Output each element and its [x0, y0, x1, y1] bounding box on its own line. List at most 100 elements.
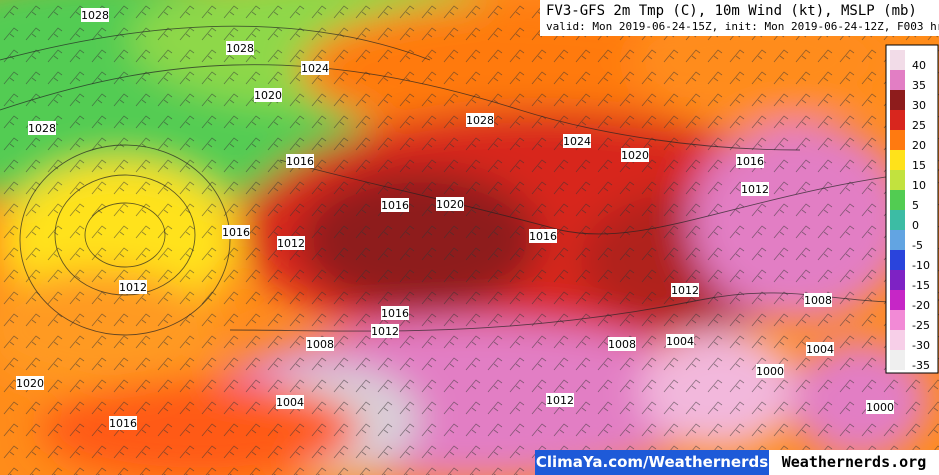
colorbar-swatch [890, 250, 905, 270]
isobar-label-bg [621, 148, 649, 162]
colorbar-tick-label: 15 [912, 159, 926, 172]
isobar-label: 1016 [286, 155, 314, 168]
isobar-label: 1016 [109, 417, 137, 430]
colorbar-swatch [890, 310, 905, 330]
isobar-label-bg [804, 293, 832, 307]
colorbar-tick-label: 35 [912, 79, 926, 92]
colorbar-tick-label: -5 [912, 239, 923, 252]
isobar-label: 1004 [276, 396, 304, 409]
colorbar-swatch [890, 50, 905, 70]
isobar-label-bg [381, 306, 409, 320]
footer-left: ClimaYa.com/Weathernerds [536, 453, 768, 471]
isobar-label: 1012 [371, 325, 399, 338]
colorbar-tick-label: -10 [912, 259, 930, 272]
map-title: FV3-GFS 2m Tmp (C), 10m Wind (kt), MSLP … [546, 3, 917, 19]
colorbar-tick-label: -25 [912, 319, 930, 332]
colorbar-swatch [890, 270, 905, 290]
isobar-label: 1028 [466, 114, 494, 127]
isobar-label: 1012 [119, 281, 147, 294]
isobar-label: 1000 [756, 365, 784, 378]
colorbar-swatch [890, 150, 905, 170]
isobar-label: 1012 [671, 284, 699, 297]
colorbar-swatch [890, 90, 905, 110]
isobar-label-bg [226, 41, 254, 55]
colorbar-tick-label: 40 [912, 59, 926, 72]
isobar-label-bg [222, 225, 250, 239]
colorbar-tick-label: -15 [912, 279, 930, 292]
isobar-label-bg [466, 113, 494, 127]
isobar-label: 1016 [736, 155, 764, 168]
isobar-label-bg [741, 182, 769, 196]
isobar-label: 1004 [666, 335, 694, 348]
colorbar-tick-label: 10 [912, 179, 926, 192]
colorbar-tick-label: 5 [912, 199, 919, 212]
colorbar-swatch [890, 190, 905, 210]
isobar-label: 1008 [608, 338, 636, 351]
isobar-label: 1020 [254, 89, 282, 102]
colorbar-swatch [890, 70, 905, 90]
isobar-lines [0, 25, 939, 336]
colorbar-tick-label: 0 [912, 219, 919, 232]
isobar-label: 1028 [28, 122, 56, 135]
isobar-label: 1016 [381, 307, 409, 320]
isobar-label: 1028 [81, 9, 109, 22]
isobar-label: 1016 [529, 230, 557, 243]
isobar-label: 1020 [16, 377, 44, 390]
colorbar-swatch [890, 110, 905, 130]
colorbar-swatch [890, 210, 905, 230]
isobar-label: 1008 [306, 338, 334, 351]
footer-right: Weathernerds.org [782, 453, 927, 471]
colorbar-tick-label: -30 [912, 339, 930, 352]
footer: ClimaYa.com/Weathernerds Weathernerds.or… [535, 450, 939, 475]
isobar-label-bg [756, 364, 784, 378]
isobar-label: 1028 [226, 42, 254, 55]
isobar-label-bg [306, 337, 334, 351]
isobar-label-bg [436, 197, 464, 211]
colorbar-tick-label: 30 [912, 99, 926, 112]
isobar-label-bg [608, 337, 636, 351]
isobar-label-bg [666, 334, 694, 348]
isobar-label-bg [866, 400, 894, 414]
isobar-label-bg [671, 283, 699, 297]
colorbar-tick-label: -20 [912, 299, 930, 312]
isobar-label: 1020 [621, 149, 649, 162]
colorbar-swatch [890, 350, 905, 370]
isobar-label-bg [806, 342, 834, 356]
isobar-label-bg [276, 395, 304, 409]
isobar-label-bg [286, 154, 314, 168]
colorbar-swatch [890, 330, 905, 350]
isobar-label-bg [28, 121, 56, 135]
isobar-label: 1016 [222, 226, 250, 239]
isobar-label: 1012 [741, 183, 769, 196]
isobar-label: 1012 [277, 237, 305, 250]
map-subtitle: valid: Mon 2019-06-24-15Z, init: Mon 201… [546, 20, 939, 33]
colorbar-swatch [890, 170, 905, 190]
isobar-label: 1024 [563, 135, 591, 148]
header: FV3-GFS 2m Tmp (C), 10m Wind (kt), MSLP … [540, 0, 939, 36]
isobar-label-bg [381, 198, 409, 212]
isobar-label-bg [371, 324, 399, 338]
colorbar-swatch [890, 290, 905, 310]
isobar-label: 1008 [804, 294, 832, 307]
colorbar-tick-label: 25 [912, 119, 926, 132]
isobar-label-bg [529, 229, 557, 243]
isobar-label: 1024 [301, 62, 329, 75]
isobar-label-bg [16, 376, 44, 390]
isobar-label: 1000 [866, 401, 894, 414]
isobar-label-bg [277, 236, 305, 250]
isobar-label-bg [119, 280, 147, 294]
isobar-label: 1016 [381, 199, 409, 212]
isobar-label: 1020 [436, 198, 464, 211]
isobar-label: 1004 [806, 343, 834, 356]
colorbar-swatch [890, 130, 905, 150]
colorbar: 40 35 30 25 20 15 10 5 0 -5 -10 -15 -20 -25 -30 -35 [885, 44, 939, 374]
colorbar-swatch [890, 230, 905, 250]
colorbar-tick-label: -35 [912, 359, 930, 372]
colorbar-tick-label: 20 [912, 139, 926, 152]
isobar-label-bg [546, 393, 574, 407]
isobar-label: 1012 [546, 394, 574, 407]
isobar-label-bg [254, 88, 282, 102]
isobar-label-bg [81, 8, 109, 22]
